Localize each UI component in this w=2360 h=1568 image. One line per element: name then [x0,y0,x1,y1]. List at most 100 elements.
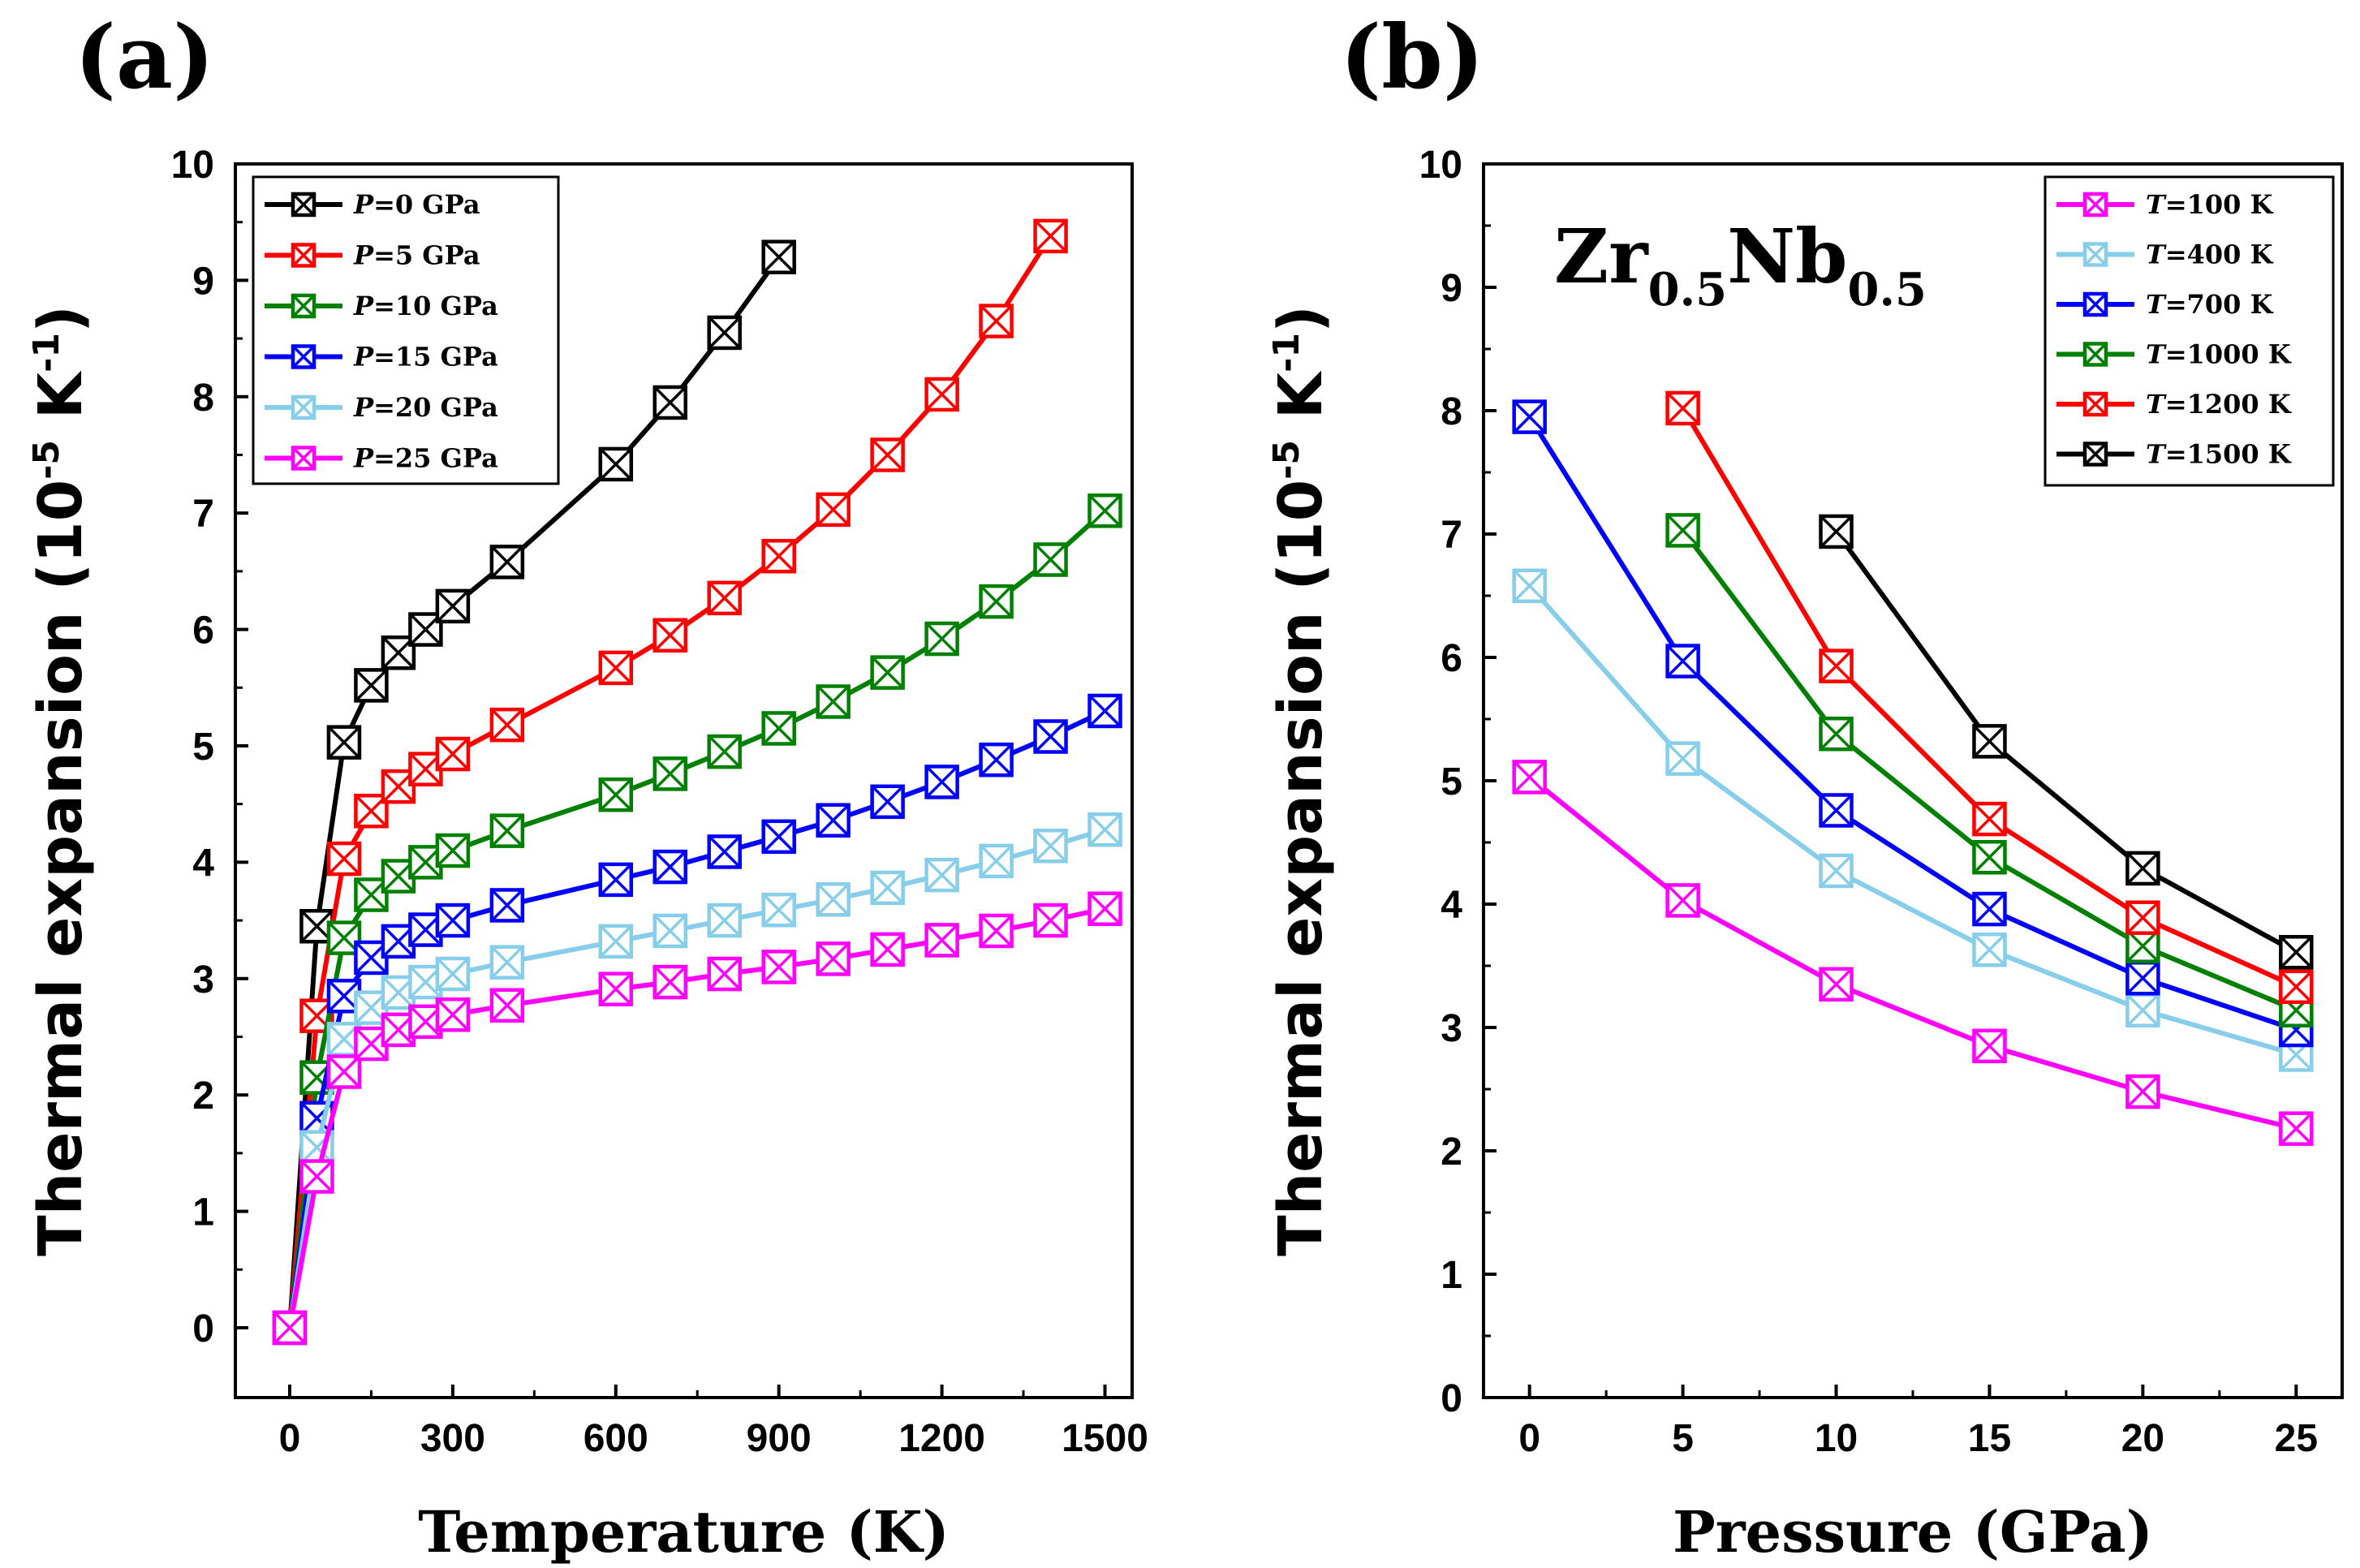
data-point [489,707,525,743]
legend-item: P=20 GPa [265,392,498,423]
x-tick-label: 300 [420,1417,485,1460]
y-axis-title-unit-exponent: -1 [26,333,67,373]
data-point [435,997,471,1032]
y-tick-label: 7 [1441,514,1462,557]
data-point [489,545,525,579]
series-p-25 [272,891,1122,1346]
marker-cross [1034,219,1067,253]
x-tick-label: 20 [2121,1417,2164,1460]
marker-cross [1973,933,2006,967]
data-point [1972,932,2007,967]
y-axis-title: Thermal expansion (10-5 K-1) [1266,305,1336,1256]
data-point [1819,648,1854,683]
y-tick-label: 2 [192,1075,214,1118]
marker-cross [291,192,316,217]
marker-cross [653,618,687,652]
marker-cross [2126,929,2160,963]
series-t-1000 [1665,513,2314,1027]
legend-value: =25 GPa [373,443,498,474]
y-axis-title-close: ) [26,305,96,333]
marker-cross [708,835,741,868]
x-tick-label: 1500 [1062,1417,1148,1460]
marker-cross [653,850,687,884]
data-point [326,1054,362,1089]
legend-swatch-marker [291,192,317,218]
legend-variable: P [353,240,374,271]
y-tick-label: 6 [1441,637,1462,680]
data-point [1512,399,1547,434]
data-point [2125,928,2160,963]
marker-cross [762,540,795,573]
marker-cross [816,942,850,976]
data-point [707,580,742,616]
data-point [1972,801,2007,837]
annotation-element: Zr [1554,213,1649,300]
data-point [1033,829,1068,864]
legend-label: T=1500 K [2146,439,2292,470]
marker-cross [1088,494,1122,528]
data-point [1033,902,1068,938]
marker-cross [2083,192,2108,217]
marker-cross [1820,649,1853,683]
data-point [652,618,688,653]
legend-item: T=400 K [2056,239,2274,270]
data-point [870,437,905,472]
data-point [652,849,688,885]
marker-cross [291,345,316,368]
data-point [381,769,416,804]
data-point [652,756,688,791]
marker-cross [816,803,850,837]
data-point [1087,493,1122,528]
legend-swatch-marker [291,446,317,471]
y-tick-label: 3 [1441,1007,1462,1050]
y-tick-label: 4 [192,842,214,885]
data-point [2125,851,2160,886]
x-tick-label: 900 [747,1417,812,1460]
marker-cross [490,814,524,847]
legend-item: P=0 GPa [265,189,480,220]
y-tick-label: 9 [1441,267,1462,310]
marker-cross [708,581,741,615]
legend-variable: P [353,189,374,220]
x-tick-label: 1200 [898,1417,985,1460]
y-axis-title-unit: K [1266,370,1336,440]
marker-cross [762,893,795,927]
data-point [1087,891,1122,926]
marker-cross [1820,515,1853,549]
data-point [924,765,959,799]
marker-cross [355,669,388,702]
data-point [299,1159,334,1194]
data-point [707,956,742,992]
legend-label: T=1200 K [2146,389,2292,420]
y-tick-label: 10 [171,144,214,187]
data-point [924,621,959,657]
y-axis-title-text: Thermal expansion (10 [1266,480,1336,1256]
legend-swatch-marker [291,344,317,369]
marker-cross [436,589,470,623]
data-point [326,725,362,760]
legend-frame [252,175,560,485]
marker-cross [653,386,687,420]
legend-label: T=700 K [2146,289,2274,320]
data-point [1087,693,1122,729]
marker-cross [273,1311,307,1345]
y-tick-label: 8 [1441,390,1462,433]
marker-cross [436,903,470,937]
marker-cross [2126,961,2160,995]
series-p-5 [272,218,1068,1346]
legend-label: P=5 GPa [353,240,480,271]
marker-cross [1513,400,1546,433]
data-point [1819,793,1854,828]
data-point [1972,724,2007,759]
series-t-1200 [1665,390,2314,1005]
marker-cross [980,844,1013,878]
data-point [1819,853,1854,889]
y-tick-label: 8 [192,377,214,420]
marker-cross [816,493,850,527]
legend-variable: T [2146,289,2167,320]
data-point [1033,218,1068,254]
data-point [2279,1111,2314,1146]
legend-swatch-marker [2082,291,2108,317]
panel-label: (b) [1340,6,1484,109]
